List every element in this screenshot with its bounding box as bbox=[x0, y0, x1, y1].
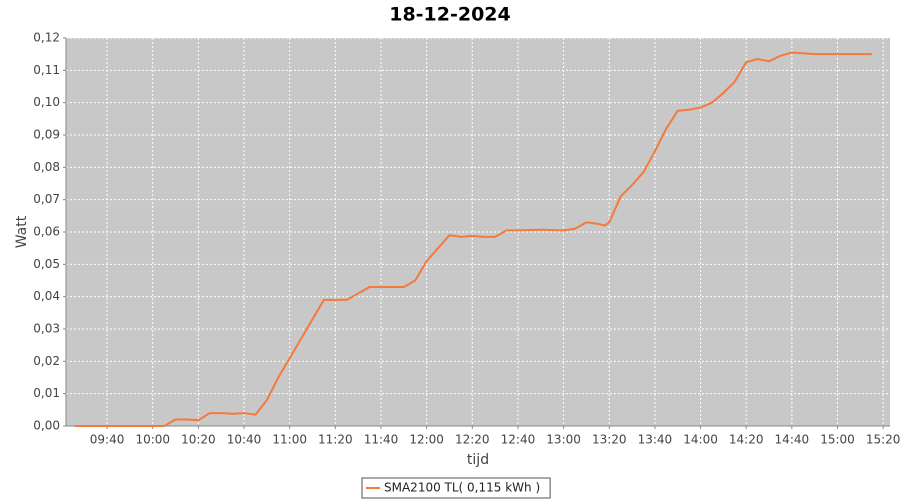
x-tick-label: 11:00 bbox=[272, 433, 307, 447]
x-tick-label: 10:00 bbox=[135, 433, 170, 447]
x-tick-label: 10:40 bbox=[227, 433, 262, 447]
x-tick-label: 10:20 bbox=[181, 433, 216, 447]
y-tick-label: 0,11 bbox=[33, 63, 60, 77]
x-tick-label: 13:00 bbox=[546, 433, 581, 447]
x-tick-label: 13:20 bbox=[592, 433, 627, 447]
legend-text: SMA2100 TL( 0,115 kWh ) bbox=[384, 481, 540, 495]
x-axis-label: tijd bbox=[467, 452, 489, 468]
x-tick-label: 13:40 bbox=[638, 433, 673, 447]
y-tick-label: 0,05 bbox=[33, 257, 60, 271]
y-tick-label: 0,03 bbox=[33, 322, 60, 336]
x-tick-label: 12:20 bbox=[455, 433, 490, 447]
x-tick-label: 12:00 bbox=[409, 433, 444, 447]
x-tick-label: 11:20 bbox=[318, 433, 353, 447]
y-tick-label: 0,12 bbox=[33, 31, 60, 45]
y-axis-label: Watt bbox=[14, 215, 30, 248]
y-tick-label: 0,02 bbox=[33, 354, 60, 368]
data-line bbox=[75, 51, 872, 427]
x-tick-label: 14:00 bbox=[683, 433, 718, 447]
y-tick-label: 0,06 bbox=[33, 225, 60, 239]
y-tick-label: 0,07 bbox=[33, 192, 60, 206]
y-tick-label: 0,04 bbox=[33, 289, 60, 303]
y-tick-label: 0,09 bbox=[33, 128, 60, 142]
y-tick-label: 0,00 bbox=[33, 419, 60, 433]
y-tick-label: 0,01 bbox=[33, 386, 60, 400]
x-tick-label: 15:20 bbox=[866, 433, 900, 447]
y-tick-label: 0,08 bbox=[33, 160, 60, 174]
x-tick-label: 14:40 bbox=[775, 433, 810, 447]
x-tick-label: 14:20 bbox=[729, 433, 764, 447]
y-tick-label: 0,10 bbox=[33, 95, 60, 109]
x-tick-label: 11:40 bbox=[364, 433, 399, 447]
x-tick-label: 15:00 bbox=[820, 433, 855, 447]
legend-box bbox=[361, 477, 551, 499]
x-tick-label: 12:40 bbox=[501, 433, 536, 447]
x-tick-label: 09:40 bbox=[90, 433, 125, 447]
chart-title: 18-12-2024 bbox=[389, 4, 511, 26]
